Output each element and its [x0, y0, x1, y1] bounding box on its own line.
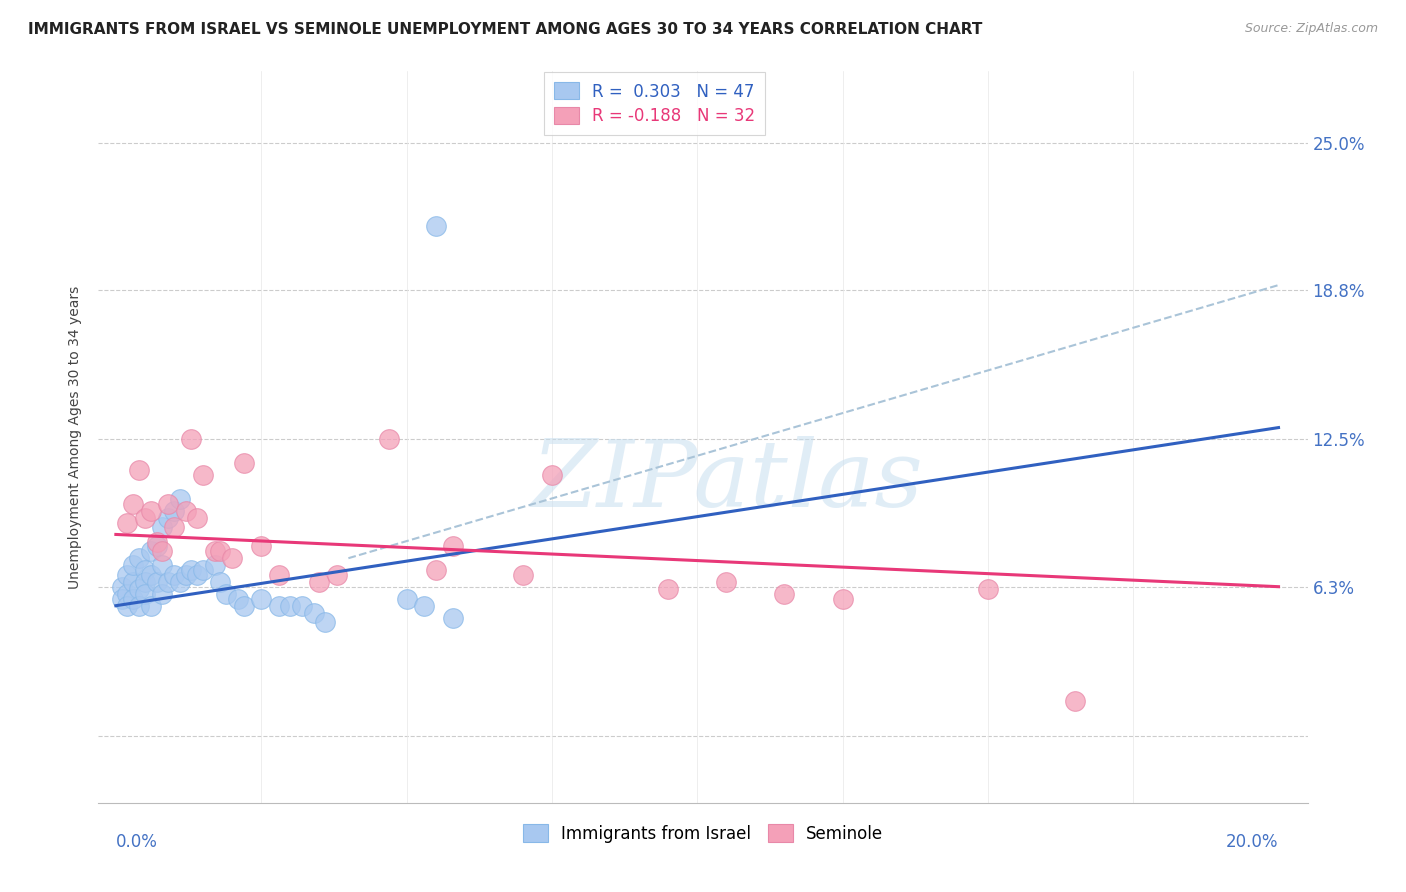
- Point: [117, 587, 139, 601]
- Point: [150, 558, 173, 573]
- Point: [139, 567, 162, 582]
- Point: [395, 591, 418, 606]
- Text: Source: ZipAtlas.com: Source: ZipAtlas.com: [1244, 22, 1378, 36]
- Point: [773, 587, 796, 601]
- Point: [180, 563, 202, 577]
- Point: [122, 574, 145, 589]
- Point: [150, 544, 173, 558]
- Point: [117, 599, 139, 613]
- Point: [232, 456, 254, 470]
- Text: 0.0%: 0.0%: [115, 833, 157, 851]
- Point: [128, 463, 150, 477]
- Point: [117, 567, 139, 582]
- Point: [209, 574, 232, 589]
- Legend: Immigrants from Israel, Seminole: Immigrants from Israel, Seminole: [516, 818, 890, 849]
- Text: IMMIGRANTS FROM ISRAEL VS SEMINOLE UNEMPLOYMENT AMONG AGES 30 TO 34 YEARS CORREL: IMMIGRANTS FROM ISRAEL VS SEMINOLE UNEMP…: [28, 22, 983, 37]
- Point: [378, 433, 401, 447]
- Text: ZIPatlas: ZIPatlas: [531, 436, 924, 526]
- Point: [150, 520, 173, 534]
- Point: [139, 599, 162, 613]
- Point: [145, 534, 167, 549]
- Point: [512, 567, 534, 582]
- Point: [540, 468, 562, 483]
- Point: [1064, 694, 1087, 708]
- Point: [441, 539, 464, 553]
- Point: [163, 504, 186, 518]
- Point: [226, 591, 249, 606]
- Point: [157, 511, 180, 525]
- Point: [145, 539, 167, 553]
- Point: [716, 574, 738, 589]
- Point: [186, 511, 208, 525]
- Point: [267, 599, 290, 613]
- Point: [111, 580, 134, 594]
- Point: [150, 587, 173, 601]
- Point: [209, 544, 232, 558]
- Point: [308, 574, 330, 589]
- Point: [134, 587, 156, 601]
- Point: [250, 591, 273, 606]
- Point: [191, 468, 214, 483]
- Point: [111, 591, 134, 606]
- Point: [163, 520, 186, 534]
- Point: [657, 582, 679, 596]
- Point: [215, 587, 238, 601]
- Point: [169, 491, 191, 506]
- Point: [122, 591, 145, 606]
- Point: [139, 544, 162, 558]
- Text: 20.0%: 20.0%: [1226, 833, 1278, 851]
- Point: [232, 599, 254, 613]
- Point: [174, 504, 197, 518]
- Point: [145, 574, 167, 589]
- Point: [425, 219, 447, 233]
- Point: [302, 606, 325, 620]
- Point: [204, 544, 226, 558]
- Point: [191, 563, 214, 577]
- Point: [186, 567, 208, 582]
- Point: [174, 567, 197, 582]
- Point: [134, 511, 156, 525]
- Point: [122, 558, 145, 573]
- Point: [180, 433, 202, 447]
- Point: [128, 582, 150, 596]
- Point: [441, 610, 464, 624]
- Point: [157, 574, 180, 589]
- Point: [413, 599, 436, 613]
- Point: [291, 599, 314, 613]
- Point: [163, 567, 186, 582]
- Point: [134, 574, 156, 589]
- Y-axis label: Unemployment Among Ages 30 to 34 years: Unemployment Among Ages 30 to 34 years: [69, 285, 83, 589]
- Point: [267, 567, 290, 582]
- Point: [977, 582, 1000, 596]
- Point: [204, 558, 226, 573]
- Point: [117, 516, 139, 530]
- Point: [128, 599, 150, 613]
- Point: [278, 599, 301, 613]
- Point: [831, 591, 853, 606]
- Point: [157, 497, 180, 511]
- Point: [326, 567, 349, 582]
- Point: [250, 539, 273, 553]
- Point: [128, 551, 150, 566]
- Point: [314, 615, 336, 630]
- Point: [122, 497, 145, 511]
- Point: [425, 563, 447, 577]
- Point: [221, 551, 243, 566]
- Point: [139, 504, 162, 518]
- Point: [169, 574, 191, 589]
- Point: [134, 563, 156, 577]
